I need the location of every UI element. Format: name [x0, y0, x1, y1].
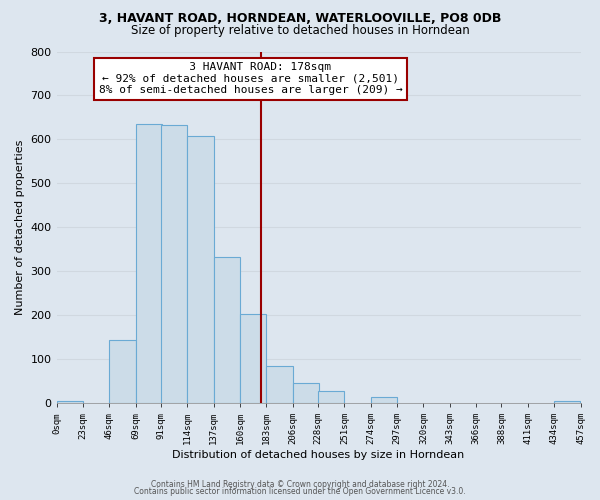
- Text: Contains HM Land Registry data © Crown copyright and database right 2024.: Contains HM Land Registry data © Crown c…: [151, 480, 449, 489]
- Bar: [109, 340, 136, 403]
- Y-axis label: Number of detached properties: Number of detached properties: [15, 140, 25, 315]
- Bar: [214, 257, 240, 403]
- Bar: [161, 126, 187, 403]
- Bar: [318, 392, 344, 403]
- X-axis label: Distribution of detached houses by size in Horndean: Distribution of detached houses by size …: [172, 450, 464, 460]
- Bar: [56, 401, 83, 403]
- Bar: [266, 366, 293, 403]
- Text: Contains public sector information licensed under the Open Government Licence v3: Contains public sector information licen…: [134, 487, 466, 496]
- Text: Size of property relative to detached houses in Horndean: Size of property relative to detached ho…: [131, 24, 469, 37]
- Bar: [187, 136, 214, 403]
- Bar: [554, 401, 580, 403]
- Bar: [240, 314, 266, 403]
- Bar: [293, 382, 319, 403]
- Bar: [136, 124, 162, 403]
- Bar: [371, 398, 397, 403]
- Text: 3, HAVANT ROAD, HORNDEAN, WATERLOOVILLE, PO8 0DB: 3, HAVANT ROAD, HORNDEAN, WATERLOOVILLE,…: [99, 12, 501, 26]
- Text: 3 HAVANT ROAD: 178sqm
← 92% of detached houses are smaller (2,501)
8% of semi-de: 3 HAVANT ROAD: 178sqm ← 92% of detached …: [98, 62, 402, 95]
